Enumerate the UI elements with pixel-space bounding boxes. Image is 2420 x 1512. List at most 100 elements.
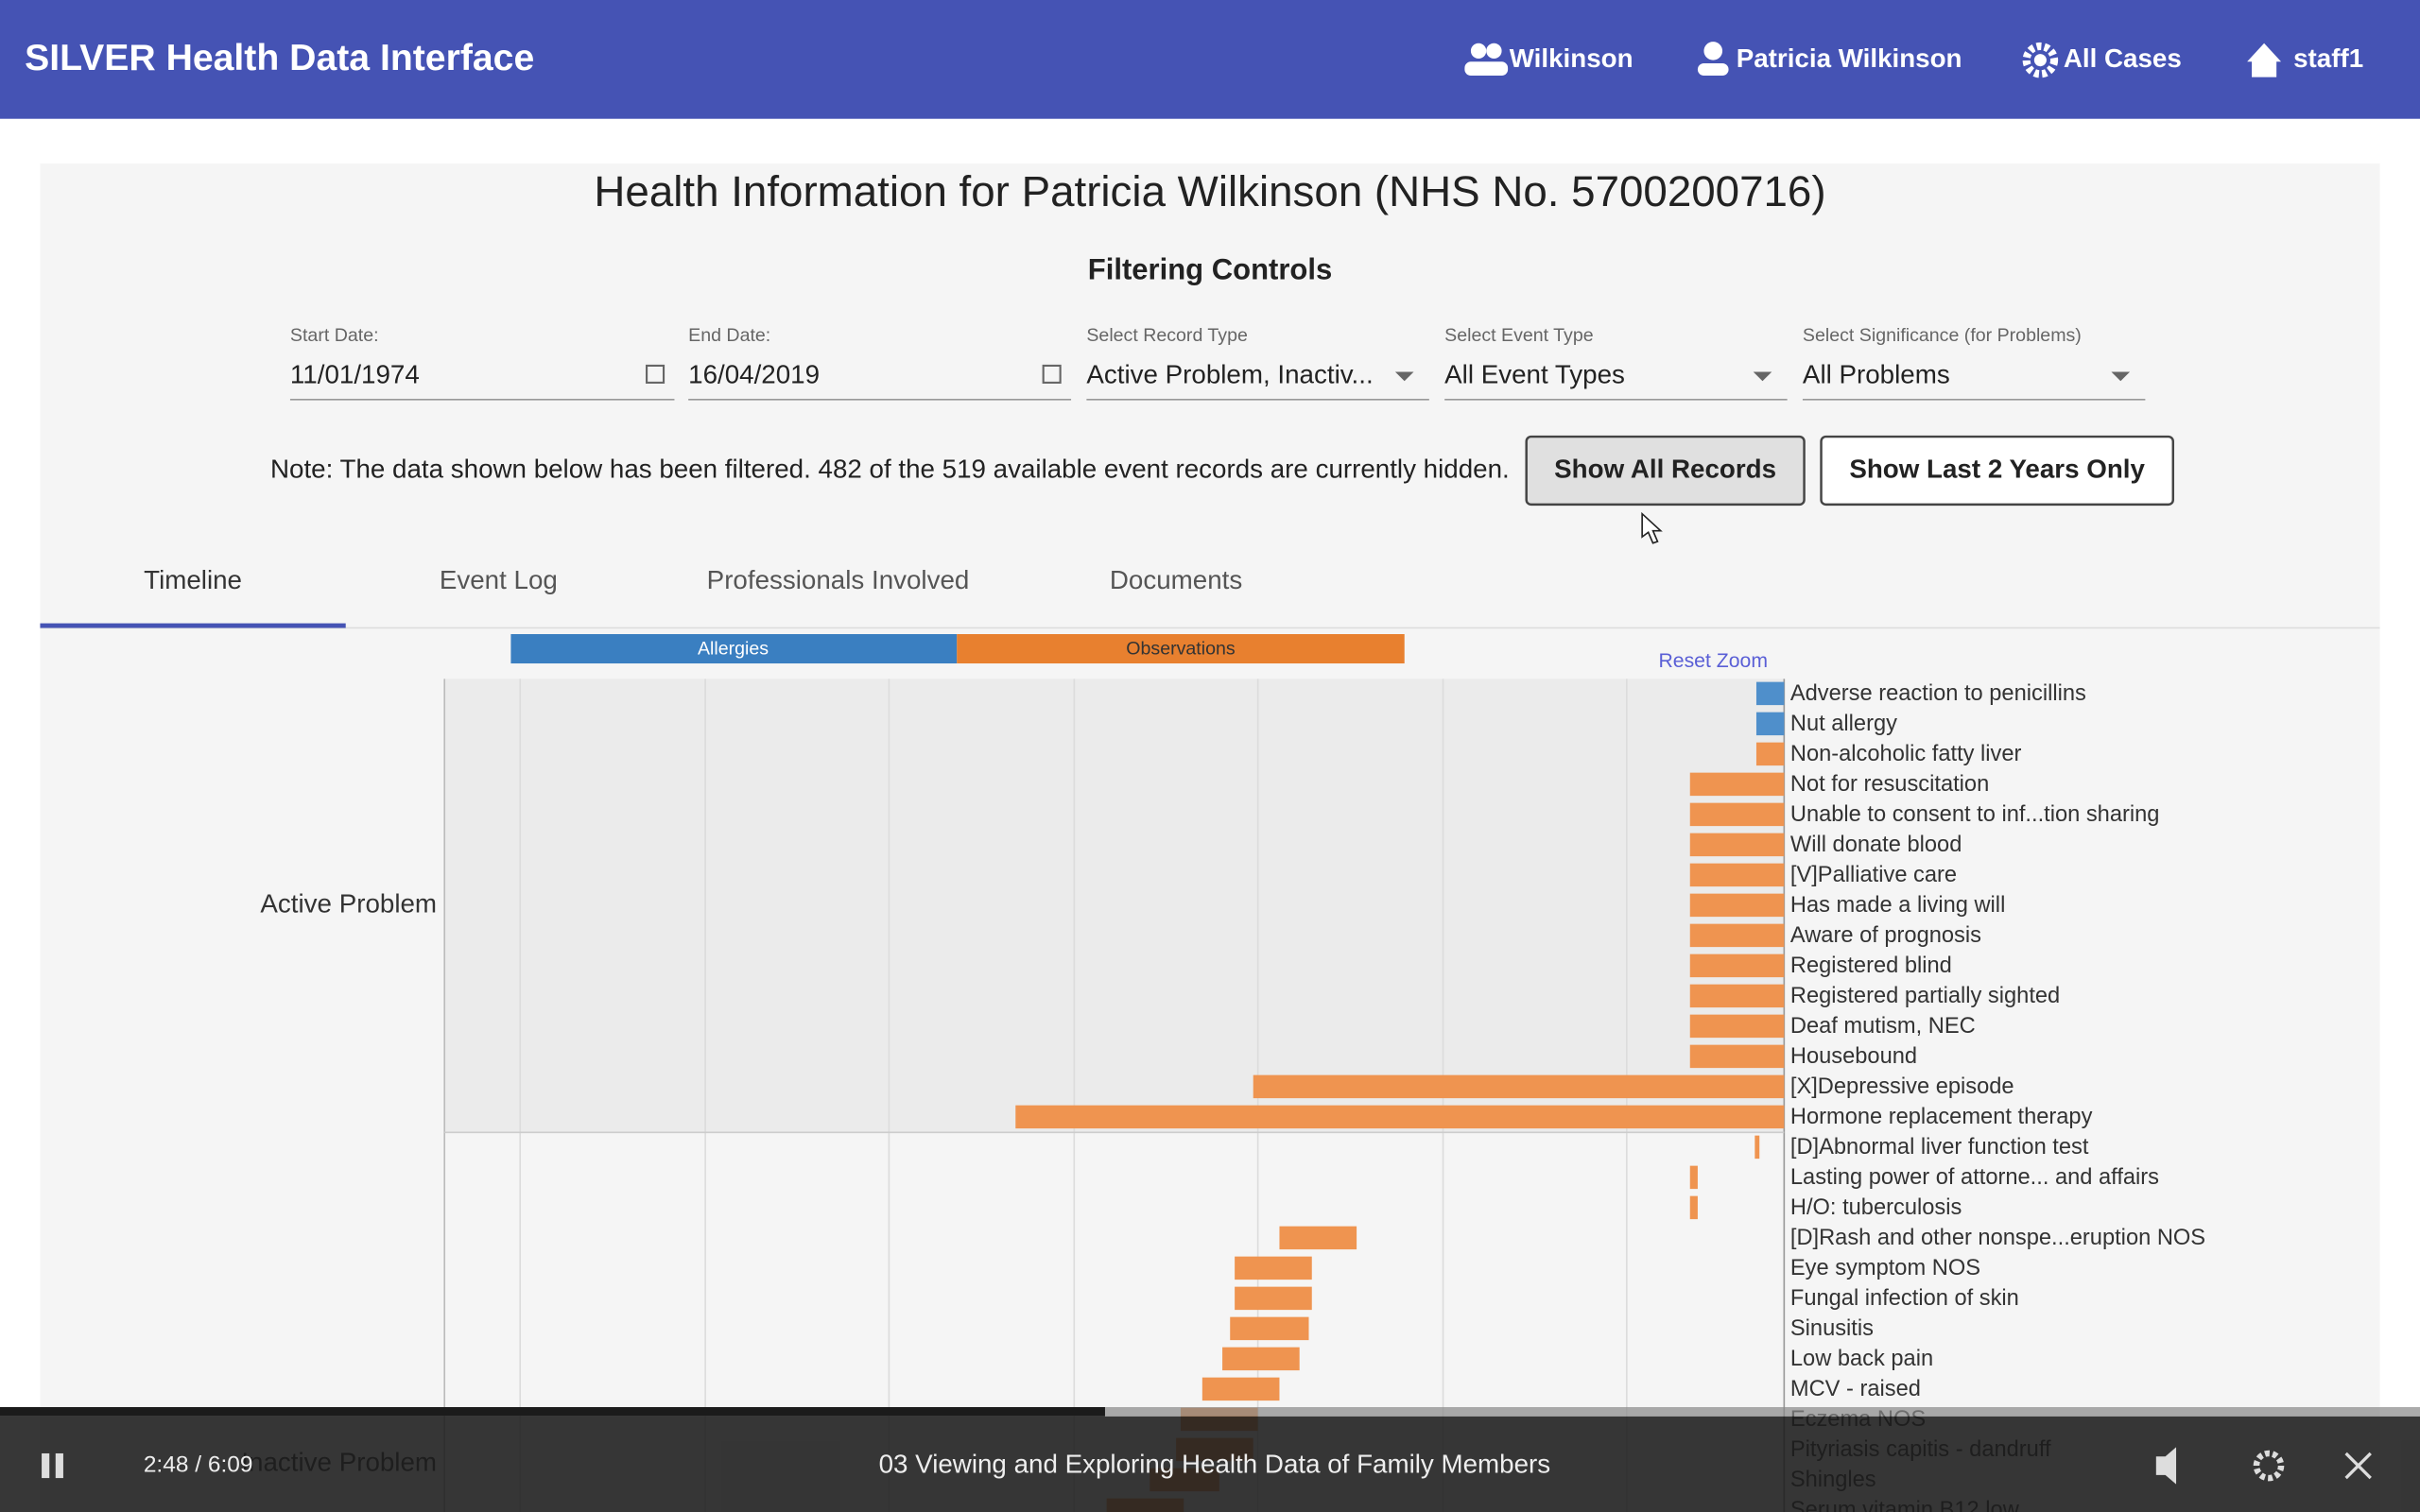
event-bar [1754, 1135, 1760, 1160]
filter-note: Note: The data shown below has been filt… [270, 454, 1510, 483]
filter-value[interactable]: All Problems [1803, 360, 1950, 389]
event-label: Low back pain [1790, 1347, 1933, 1371]
tab[interactable]: Documents [1110, 565, 1242, 594]
event-label: [V]Palliative care [1790, 863, 1957, 887]
event-bar [1689, 984, 1785, 1008]
event-label: Unable to consent to inf...tion sharing [1790, 802, 2160, 827]
event-label: [X]Depressive episode [1790, 1074, 2014, 1099]
legend-label: Allergies [698, 639, 769, 660]
tab-indicator [40, 623, 346, 628]
event-bar [1222, 1347, 1300, 1371]
event-bar [1755, 742, 1785, 766]
pause-icon[interactable] [42, 1452, 63, 1479]
tab[interactable]: Professionals Involved [707, 565, 970, 594]
filter-value[interactable]: 11/01/1974 [290, 360, 420, 389]
nav-link[interactable]: staff1 [2293, 43, 2363, 73]
event-label: Has made a living will [1790, 893, 2005, 918]
event-label: Hormone replacement therapy [1790, 1105, 2093, 1129]
event-bar [1689, 863, 1785, 887]
event-label: Adverse reaction to penicillins [1790, 681, 2086, 706]
tab[interactable]: Timeline [144, 565, 242, 594]
fullscreen-icon[interactable] [2344, 1452, 2372, 1480]
event-label: Registered partially sighted [1790, 984, 2060, 1008]
progress-played [0, 1406, 1105, 1417]
event-label: Nut allergy [1790, 712, 1897, 736]
settings-icon[interactable] [2253, 1450, 2285, 1482]
event-bar [1689, 802, 1785, 827]
event-label: MCV - raised [1790, 1377, 1921, 1401]
event-label: Sinusitis [1790, 1316, 1874, 1341]
dropdown-arrow[interactable] [1753, 371, 1772, 382]
event-label: Fungal infection of skin [1790, 1286, 2019, 1311]
page-title: Health Information for Patricia Wilkinso… [594, 167, 1825, 215]
event-label: Not for resuscitation [1790, 772, 1989, 797]
player-title: 03 Viewing and Exploring Health Data of … [879, 1449, 1551, 1478]
filter-heading: Filtering Controls [1088, 253, 1332, 286]
event-label: Registered blind [1790, 954, 1952, 978]
filter-label: Start Date: [290, 325, 379, 346]
nav-link[interactable]: Wilkinson [1510, 43, 1634, 73]
player-bar [0, 1416, 2420, 1512]
event-bar [1689, 833, 1785, 857]
event-bar [1201, 1377, 1280, 1401]
filter-label: Select Event Type [1444, 325, 1594, 346]
event-label: [D]Rash and other nonspe...eruption NOS [1790, 1226, 2205, 1250]
button[interactable] [1525, 435, 1806, 507]
event-bar [1689, 1044, 1785, 1069]
group-band [444, 679, 1785, 1133]
nav-icons [1464, 42, 2282, 78]
filter-value[interactable]: All Event Types [1444, 360, 1625, 389]
event-bar [1235, 1256, 1312, 1280]
event-bar [1015, 1105, 1785, 1129]
button[interactable] [1820, 435, 2174, 507]
event-label: Aware of prognosis [1790, 923, 1981, 948]
event-bar [1689, 1165, 1698, 1190]
event-label: Will donate blood [1790, 833, 1962, 857]
event-bar [1689, 772, 1785, 797]
event-label: Lasting power of attorne... and affairs [1790, 1165, 2159, 1190]
progress-remaining [1104, 1406, 2420, 1417]
player-time: 2:48 / 6:09 [144, 1452, 253, 1477]
event-bar [1253, 1074, 1785, 1099]
event-bar [1689, 954, 1785, 978]
event-bar [1755, 712, 1785, 736]
filter-value[interactable]: Active Problem, Inactiv... [1086, 360, 1373, 389]
nav-link[interactable]: Patricia Wilkinson [1737, 43, 1962, 73]
app-title: SILVER Health Data Interface [25, 38, 534, 78]
calendar-icon[interactable] [646, 364, 666, 384]
event-bar [1689, 1195, 1698, 1220]
filter-label: Select Record Type [1086, 325, 1248, 346]
app-bar [0, 0, 2420, 119]
tab[interactable]: Event Log [440, 565, 558, 594]
reset-zoom[interactable]: Reset Zoom [1658, 650, 1768, 672]
event-bar [1689, 923, 1785, 948]
event-label: Non-alcoholic fatty liver [1790, 742, 2022, 766]
nav-link[interactable]: All Cases [2064, 43, 2182, 73]
button-label[interactable]: Show All Records [1554, 454, 1776, 483]
event-label: H/O: tuberculosis [1790, 1195, 1962, 1220]
cursor [1641, 511, 1663, 544]
legend-swatch [510, 634, 958, 664]
button-label[interactable]: Show Last 2 Years Only [1849, 454, 2145, 483]
group-label: Active Problem [260, 889, 437, 919]
event-label: Eye symptom NOS [1790, 1256, 1980, 1280]
filter-value[interactable]: 16/04/2019 [688, 360, 820, 389]
event-bar [1279, 1226, 1357, 1250]
event-bar [1755, 681, 1785, 706]
event-label: [D]Abnormal liver function test [1790, 1135, 2089, 1160]
dropdown-arrow[interactable] [1394, 371, 1414, 382]
event-label: Housebound [1790, 1044, 1917, 1069]
dropdown-arrow[interactable] [2111, 371, 2131, 382]
filter-label: End Date: [688, 325, 770, 346]
event-bar [1689, 1014, 1785, 1039]
calendar-icon[interactable] [1042, 364, 1062, 384]
filter-label: Select Significance (for Problems) [1803, 325, 2082, 346]
event-bar [1230, 1316, 1309, 1341]
legend-label: Observations [1126, 639, 1236, 660]
legend-swatch [957, 634, 1405, 664]
event-bar [1235, 1286, 1312, 1311]
event-label: Deaf mutism, NEC [1790, 1014, 1976, 1039]
event-bar [1689, 893, 1785, 918]
